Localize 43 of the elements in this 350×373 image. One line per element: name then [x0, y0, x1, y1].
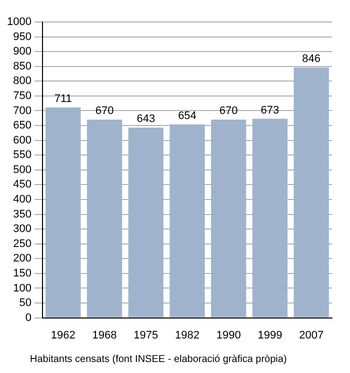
y-tick-label: 700: [13, 104, 32, 117]
bar: [211, 120, 246, 318]
bar: [86, 120, 122, 318]
y-tick-label: 900: [13, 46, 32, 58]
y-tick-label: 300: [13, 223, 32, 236]
y-tick-label: 500: [13, 164, 32, 176]
y-tick-label: 450: [13, 178, 32, 191]
data-label: 670: [95, 105, 114, 118]
bar: [294, 68, 329, 318]
data-label: 643: [136, 113, 156, 126]
text: Habitants censats (font INSEE - elaboració gràfica pròpia): [30, 354, 287, 365]
y-tick-label: 200: [13, 252, 32, 265]
y-tick-label: 650: [13, 120, 32, 132]
data-label: 846: [302, 53, 320, 66]
y-tick-label: 1000: [6, 16, 32, 28]
x-tick-label: 1990: [216, 329, 241, 342]
y-tick-label: 100: [13, 282, 32, 294]
data-label: 670: [219, 105, 238, 118]
y-tick-label: 750: [13, 90, 32, 102]
y-tick-label: 600: [13, 134, 32, 146]
y-tick-label: 50: [19, 297, 32, 310]
bar: [252, 118, 288, 318]
y-tick-label: 550: [13, 149, 32, 162]
y-tick-label: 0: [25, 312, 32, 324]
y-tick-label: 150: [13, 267, 32, 280]
bar: [46, 107, 81, 318]
y-tick-label: 950: [13, 30, 32, 43]
x-tick-label: 1975: [134, 329, 158, 342]
bar: [170, 124, 205, 318]
y-tick-label: 350: [13, 208, 32, 220]
y-tick-label: 850: [13, 60, 32, 72]
y-tick-label: 800: [13, 75, 32, 88]
bar: [128, 128, 164, 318]
y-tick-label: 400: [13, 194, 32, 206]
data-label: 711: [54, 93, 72, 106]
x-tick-label: 1982: [174, 329, 200, 342]
data-label: 673: [260, 104, 280, 116]
x-tick-label: 2007: [299, 329, 324, 342]
x-tick-label: 1968: [92, 329, 117, 342]
y-tick-label: 250: [13, 238, 32, 250]
x-tick-label: 1962: [50, 329, 76, 342]
x-tick-label: 1999: [258, 329, 282, 342]
data-label: 654: [178, 110, 196, 122]
